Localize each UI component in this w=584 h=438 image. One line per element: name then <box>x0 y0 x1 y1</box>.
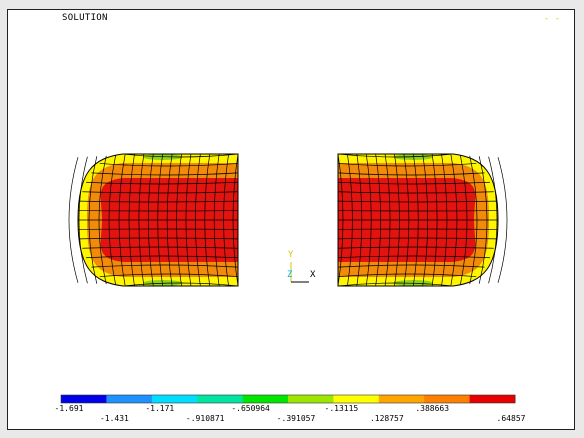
solution-label: SOLUTION <box>62 13 108 23</box>
mesh-row-line <box>91 172 239 176</box>
mesh-row-line <box>86 181 239 185</box>
mesh-column-line <box>384 153 391 287</box>
mesh-column-line <box>441 154 448 286</box>
mesh-row-line <box>79 200 239 203</box>
mesh-column-line <box>157 153 164 287</box>
mesh-column-line <box>460 155 468 285</box>
axis-triad <box>290 262 309 283</box>
mesh-column-line <box>488 156 498 284</box>
mesh-column-line <box>223 153 229 287</box>
legend-border <box>60 394 516 404</box>
right-specimen <box>337 153 508 287</box>
mesh-column-line <box>118 154 126 286</box>
mesh-column-line <box>497 157 508 283</box>
mesh-column-line <box>78 156 88 284</box>
mesh-row-line <box>337 237 497 240</box>
half-outline <box>337 153 499 287</box>
mesh-column-line <box>469 155 478 285</box>
legend-value-label: .128757 <box>369 414 404 423</box>
triad-y-label: Y <box>288 250 294 260</box>
legend-value-label: -1.691 <box>54 404 84 413</box>
mesh-row-line <box>91 264 239 268</box>
mesh-column-line <box>403 153 410 287</box>
triad-x-label: X <box>310 270 316 280</box>
mesh-row-line <box>337 163 477 167</box>
legend-swatch <box>469 395 516 403</box>
legend-swatch <box>151 395 198 403</box>
mesh-column-line <box>166 153 173 287</box>
mesh-row-line <box>122 282 239 287</box>
mesh-row-line <box>337 172 485 176</box>
mesh-column-line <box>88 156 98 284</box>
mesh-column-line <box>147 153 154 287</box>
mesh-column-line <box>422 153 429 287</box>
legend-value-label: -.391057 <box>276 414 316 423</box>
legend-swatch <box>424 395 471 403</box>
mesh-column-line <box>232 153 239 287</box>
mesh-column-line <box>68 157 79 283</box>
mesh-row-line <box>79 237 239 240</box>
mesh-row-line <box>122 153 239 158</box>
mesh-column-line <box>356 153 363 287</box>
mesh-row-line <box>99 273 239 277</box>
mesh-column-line <box>138 153 145 287</box>
mesh-column-line <box>375 153 381 287</box>
legend-value-label: -.13115 <box>324 404 359 413</box>
triad-z-label: Z <box>287 270 293 280</box>
left-specimen <box>68 153 239 287</box>
mesh-row-line <box>337 181 490 185</box>
mesh-column-line <box>98 155 107 285</box>
mesh-row-line <box>86 255 239 259</box>
mesh-column-line <box>195 153 201 287</box>
legend-swatch <box>378 395 425 403</box>
mesh-column-line <box>450 154 458 286</box>
legend-swatch <box>61 395 107 403</box>
mesh-column-line <box>128 154 135 286</box>
mesh-row-line <box>337 153 454 158</box>
mesh-column-line <box>412 153 419 287</box>
mesh-column-line <box>431 153 438 287</box>
legend-value-label: -.910871 <box>185 414 225 423</box>
mesh-column-line <box>185 153 192 287</box>
mesh-row-line <box>99 163 239 167</box>
legend-value-label: .64857 <box>496 414 526 423</box>
mesh-column-line <box>204 153 211 287</box>
mesh-column-line <box>176 153 182 287</box>
mesh-column-line <box>365 153 372 287</box>
mesh-row-line <box>337 264 485 268</box>
legend-value-label: -1.431 <box>99 414 129 423</box>
legend-value-label: -.650964 <box>231 404 270 413</box>
mesh-row-line <box>337 273 477 277</box>
mesh-column-line <box>478 156 488 284</box>
mesh-row-line <box>337 200 497 203</box>
mesh-row-line <box>337 255 490 259</box>
legend-swatch <box>333 395 380 403</box>
legend-swatch <box>197 395 244 403</box>
mesh-column-line <box>347 153 353 287</box>
mesh-row-line <box>337 282 454 287</box>
legend-value-label: .388663 <box>415 404 450 413</box>
legend-value-label: -1.171 <box>145 404 175 413</box>
corner-indicator: - - <box>543 14 560 24</box>
mesh-column-line <box>213 153 220 287</box>
mesh-column-line <box>394 153 400 287</box>
legend-swatch <box>106 395 153 403</box>
legend-swatch <box>288 395 334 403</box>
mesh-column-line <box>108 155 116 285</box>
half-outline <box>77 153 239 287</box>
mesh-column-line <box>337 153 344 287</box>
legend-swatch <box>242 395 289 403</box>
